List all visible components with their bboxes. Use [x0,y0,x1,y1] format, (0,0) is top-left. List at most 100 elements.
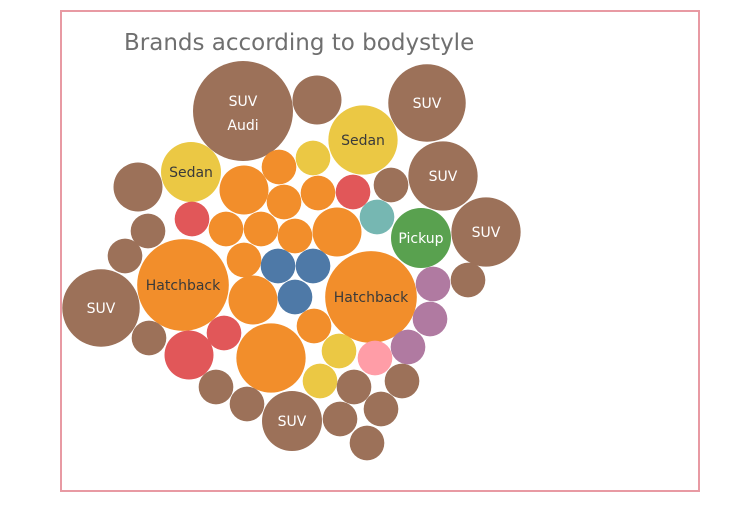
bubble-circle[interactable] [363,391,399,427]
bubble-circle[interactable] [384,363,420,399]
bubble-wagon[interactable] [335,174,371,210]
bubble-circle[interactable] [450,262,486,298]
bubble-circle[interactable] [349,425,385,461]
bubble-circle[interactable] [357,340,393,376]
bubble-circle[interactable] [228,275,278,325]
bubble-hatchback[interactable] [208,211,244,247]
bubble-suv[interactable] [130,213,166,249]
bubble-hatchback[interactable]: Hatchback [325,251,417,343]
bubble-hatchback[interactable] [266,184,302,220]
bubble-circle[interactable] [164,330,214,380]
bubble-circle[interactable] [373,167,409,203]
bubble-circle[interactable] [295,140,331,176]
bubble-circle[interactable] [277,279,313,315]
bubble-suv[interactable] [113,162,163,212]
bubble-circle[interactable] [62,269,140,347]
bubble-circle[interactable] [390,329,426,365]
bubble-minivan[interactable] [415,266,451,302]
bubble-sedan[interactable] [321,333,357,369]
bubble-suv[interactable] [336,369,372,405]
bubble-circle[interactable] [415,266,451,302]
bubble-circle[interactable] [130,213,166,249]
bubble-suv[interactable] [131,320,167,356]
bubble-suv[interactable] [384,363,420,399]
bubble-suv[interactable] [363,391,399,427]
bubble-circle[interactable] [243,211,279,247]
bubble-circle[interactable] [335,174,371,210]
bubble-hatchback[interactable] [243,211,279,247]
bubble-hatchback[interactable]: Hatchback [137,239,229,331]
bubble-circle[interactable] [262,391,322,451]
bubble-hatchback[interactable] [226,242,262,278]
bubble-sedan[interactable]: Sedan [161,142,221,202]
bubble-suv[interactable] [349,425,385,461]
bubble-circle[interactable] [137,239,229,331]
bubble-suv[interactable] [373,167,409,203]
bubble-circle[interactable] [193,61,293,161]
bubble-sedan[interactable] [295,140,331,176]
bubble-hatchback[interactable] [219,165,269,215]
bubble-circle[interactable] [229,386,265,422]
bubble-circle[interactable] [451,197,521,267]
bubble-circle[interactable] [208,211,244,247]
bubble-circle[interactable] [266,184,302,220]
bubble-circle[interactable] [198,369,234,405]
bubble-circle[interactable] [219,165,269,215]
bubble-suv[interactable]: SUV [262,391,322,451]
bubble-hardtop[interactable] [260,248,296,284]
bubble-hatchback[interactable] [296,308,332,344]
bubble-circle[interactable] [236,323,306,393]
bubble-circle[interactable] [336,369,372,405]
bubble-circle[interactable] [321,333,357,369]
bubble-coupe[interactable] [357,340,393,376]
bubble-convertible[interactable] [359,199,395,235]
bubble-circle[interactable] [107,238,143,274]
bubble-circle[interactable] [292,75,342,125]
bubble-circle[interactable] [295,248,331,284]
bubble-circle[interactable] [322,401,358,437]
bubble-circle[interactable] [296,308,332,344]
bubble-circle[interactable] [113,162,163,212]
bubble-hatchback[interactable] [300,175,336,211]
bubble-sedan[interactable] [302,363,338,399]
bubble-suv[interactable]: SUV [408,141,478,211]
bubble-circle[interactable] [391,208,451,268]
bubble-wagon[interactable] [174,201,210,237]
bubble-suv[interactable]: SUV [451,197,521,267]
bubble-suv[interactable] [107,238,143,274]
bubble-suv[interactable]: SUV [388,64,466,142]
bubble-sedan[interactable]: Sedan [328,105,398,175]
bubble-circle[interactable] [359,199,395,235]
bubble-hardtop[interactable] [295,248,331,284]
bubble-hatchback[interactable] [277,218,313,254]
bubble-circle[interactable] [174,201,210,237]
bubble-suv[interactable] [292,75,342,125]
bubble-circle[interactable] [328,105,398,175]
bubble-suv[interactable]: SUV Audi [193,61,293,161]
bubble-minivan[interactable] [390,329,426,365]
bubble-suv[interactable]: SUV [62,269,140,347]
bubble-circle[interactable] [325,251,417,343]
bubble-circle[interactable] [312,207,362,257]
bubble-circle[interactable] [261,149,297,185]
bubble-suv[interactable] [450,262,486,298]
bubble-circle[interactable] [226,242,262,278]
bubble-suv[interactable] [322,401,358,437]
bubble-circle[interactable] [300,175,336,211]
bubble-circle[interactable] [260,248,296,284]
bubble-suv[interactable] [229,386,265,422]
bubble-hatchback[interactable] [312,207,362,257]
bubble-circle[interactable] [388,64,466,142]
bubble-circle[interactable] [277,218,313,254]
bubble-circle[interactable] [206,315,242,351]
bubble-hardtop[interactable] [277,279,313,315]
bubble-circle[interactable] [412,301,448,337]
bubble-circle[interactable] [408,141,478,211]
bubble-minivan[interactable] [412,301,448,337]
bubble-pickup[interactable]: Pickup [391,208,451,268]
bubble-wagon[interactable] [164,330,214,380]
bubble-circle[interactable] [161,142,221,202]
bubble-circle[interactable] [302,363,338,399]
bubble-suv[interactable] [198,369,234,405]
bubble-circle[interactable] [131,320,167,356]
